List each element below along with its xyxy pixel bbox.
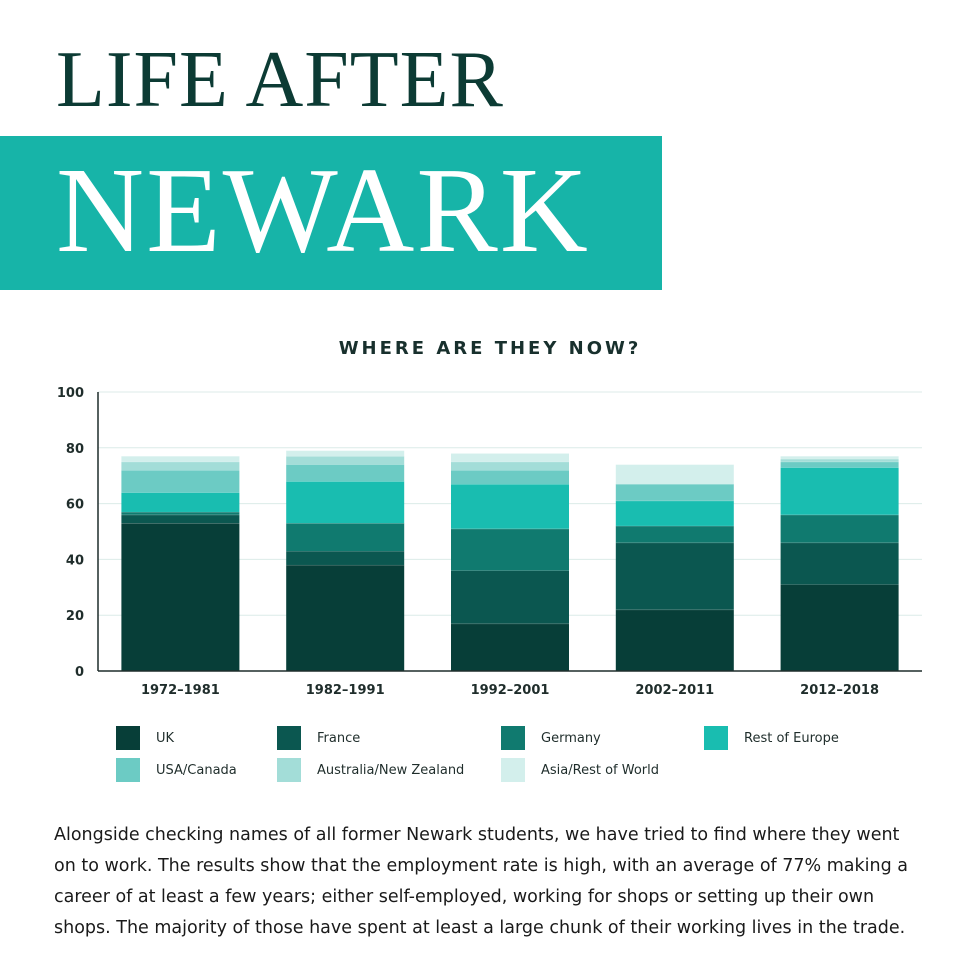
y-tick-label: 20 — [66, 609, 84, 624]
bar-segment — [615, 484, 734, 501]
bar-segment — [780, 461, 899, 468]
x-tick-label: 2012–2018 — [800, 683, 879, 698]
title-band: NEWARK — [0, 136, 662, 290]
bar-segment — [121, 511, 240, 515]
bars — [121, 450, 899, 671]
legend-item: Asia/Rest of World — [501, 758, 659, 782]
legend-item: Germany — [501, 726, 601, 750]
bar-segment — [121, 523, 240, 671]
bar-segment — [780, 514, 899, 543]
legend-item: USA/Canada — [116, 758, 237, 782]
x-tick-label: 1982–1991 — [306, 683, 385, 698]
legend-swatch — [704, 726, 728, 750]
bar-segment — [451, 470, 569, 485]
bar-segment — [121, 456, 240, 462]
y-tick-label: 0 — [75, 665, 84, 680]
bar-segment — [121, 461, 240, 471]
bar-segment — [451, 570, 569, 624]
stacked-bar-chart: 0 20 40 60 80 100 1972–1981 1982–1991 1992–2001 2… — [57, 386, 922, 698]
legend-item: France — [277, 726, 360, 750]
legend-label: Australia/New Zealand — [317, 762, 465, 778]
bar-segment — [286, 523, 405, 552]
bar-segment — [615, 464, 734, 485]
legend-swatch — [116, 758, 140, 782]
legend-swatch — [277, 726, 301, 750]
bar-segment — [451, 461, 569, 471]
bar-segment — [615, 542, 734, 610]
bar-segment — [615, 609, 734, 671]
bar-segment — [121, 470, 240, 493]
y-tick-label: 100 — [57, 386, 84, 401]
legend-label: France — [317, 730, 361, 746]
x-tick-label: 2002–2011 — [635, 683, 714, 698]
legend-label: USA/Canada — [156, 762, 237, 778]
bar-segment — [451, 623, 569, 671]
bar-segment — [780, 456, 899, 459]
bar-segment — [615, 525, 734, 543]
legend-label: Rest of Europe — [744, 730, 839, 746]
legend-item: Rest of Europe — [704, 726, 839, 750]
bar-segment — [451, 528, 569, 571]
legend-swatch — [501, 726, 525, 750]
bar-segment — [286, 464, 405, 482]
bar-segment — [286, 456, 405, 465]
bar-segment — [286, 564, 405, 671]
legend: UK France Germany Rest of Europe USA/Canada A… — [116, 726, 916, 796]
bar-segment — [780, 458, 899, 462]
y-tick-label: 80 — [66, 442, 84, 457]
y-tick-label: 60 — [66, 498, 84, 513]
x-tick-label: 1972–1981 — [141, 683, 220, 698]
bar-segment — [286, 551, 405, 565]
legend-label: UK — [156, 730, 175, 746]
y-tick-label: 40 — [66, 553, 84, 568]
bar-segment — [451, 453, 569, 462]
bar-segment — [615, 500, 734, 526]
x-tick-label: 1992–2001 — [471, 683, 550, 698]
axes: 0 20 40 60 80 100 1972–1981 1982–1991 1992–2001 2… — [57, 386, 922, 698]
legend-swatch — [501, 758, 525, 782]
bar-segment — [451, 484, 569, 529]
body-paragraph: Alongside checking names of all former N… — [54, 825, 908, 938]
bar-segment — [121, 492, 240, 512]
legend-item: Australia/New Zealand — [277, 758, 464, 782]
legend-label: Germany — [541, 730, 601, 746]
bar-segment — [121, 514, 240, 524]
legend-label: Asia/Rest of World — [541, 762, 659, 778]
legend-item: UK — [116, 726, 174, 750]
legend-swatch — [116, 726, 140, 750]
legend-swatch — [277, 758, 301, 782]
bar-segment — [286, 450, 405, 457]
title-line-1: LIFE AFTER — [56, 36, 504, 124]
chart-title: WHERE ARE THEY NOW? — [338, 338, 642, 359]
bar-segment — [780, 584, 899, 671]
bar-segment — [780, 542, 899, 585]
bar-segment — [780, 467, 899, 515]
bar-segment — [286, 481, 405, 524]
title-line-2: NEWARK — [56, 143, 590, 278]
